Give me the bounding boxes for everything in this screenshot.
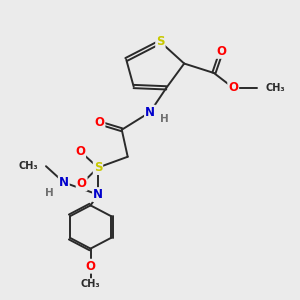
Text: N: N bbox=[93, 188, 103, 201]
Text: CH₃: CH₃ bbox=[266, 83, 286, 93]
Text: H: H bbox=[160, 114, 169, 124]
Text: CH₃: CH₃ bbox=[19, 161, 38, 171]
Text: N: N bbox=[145, 106, 155, 119]
Text: O: O bbox=[216, 45, 226, 58]
Text: S: S bbox=[156, 35, 165, 48]
Text: O: O bbox=[94, 116, 104, 130]
Text: O: O bbox=[75, 145, 85, 158]
Text: S: S bbox=[94, 161, 102, 174]
Text: O: O bbox=[228, 81, 238, 94]
Text: CH₃: CH₃ bbox=[81, 279, 100, 289]
Text: N: N bbox=[59, 176, 69, 189]
Text: O: O bbox=[76, 177, 87, 190]
Text: H: H bbox=[45, 188, 53, 198]
Text: O: O bbox=[85, 260, 96, 273]
